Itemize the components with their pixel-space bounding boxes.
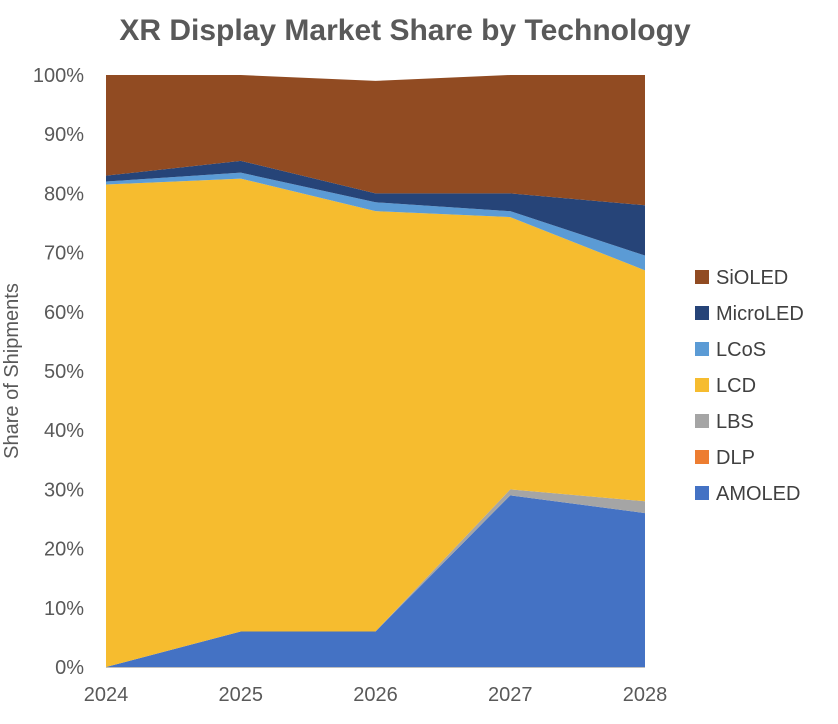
legend-swatch-lcos	[695, 342, 709, 356]
legend-label-lcd: LCD	[716, 375, 756, 397]
legend-swatch-dlp	[695, 450, 709, 464]
legend-label-sioled: SiOLED	[716, 267, 788, 289]
area-lcd	[106, 178, 645, 667]
x-tick-label: 2026	[353, 684, 398, 706]
x-tick-labels: 2024 2025 2026 2027 2028	[84, 684, 668, 706]
area-lcos	[106, 172, 645, 271]
y-tick-label: 90%	[44, 124, 84, 146]
y-tick-label: 50%	[44, 361, 84, 383]
legend-label-amoled: AMOLED	[716, 483, 800, 505]
y-tick-label: 30%	[44, 479, 84, 501]
legend-swatch-amoled	[695, 486, 709, 500]
y-tick-label: 0%	[55, 657, 84, 679]
stacked-areas	[106, 75, 645, 667]
legend-label-microled: MicroLED	[716, 303, 804, 325]
legend-swatch-lcd	[695, 378, 709, 392]
y-tick-label: 40%	[44, 420, 84, 442]
y-tick-label: 20%	[44, 539, 84, 561]
y-tick-label: 80%	[44, 183, 84, 205]
y-tick-labels: 0% 10% 20% 30% 40% 50% 60% 70% 80% 90% 100%	[33, 65, 84, 679]
x-tick-label: 2027	[488, 684, 533, 706]
legend-label-dlp: DLP	[716, 447, 755, 469]
x-tick-label: 2024	[84, 684, 129, 706]
area-amoled	[106, 495, 645, 667]
x-tick-label: 2025	[219, 684, 264, 706]
y-tick-label: 60%	[44, 302, 84, 324]
y-axis-label: Share of Shipments	[1, 283, 23, 459]
area-sioled	[106, 75, 645, 206]
y-tick-label: 100%	[33, 65, 84, 87]
area-microled	[106, 160, 645, 256]
y-tick-label: 10%	[44, 598, 84, 620]
legend-swatch-lbs	[695, 414, 709, 428]
y-tick-label: 70%	[44, 243, 84, 265]
legend-swatch-sioled	[695, 270, 709, 284]
chart-title: XR Display Market Share by Technology	[119, 14, 691, 47]
legend-label-lcos: LCoS	[716, 339, 766, 361]
legend-swatch-microled	[695, 306, 709, 320]
x-tick-label: 2028	[623, 684, 668, 706]
legend: SiOLED MicroLED LCoS LCD LBS DLP AMOLED	[695, 267, 804, 505]
legend-label-lbs: LBS	[716, 411, 754, 433]
